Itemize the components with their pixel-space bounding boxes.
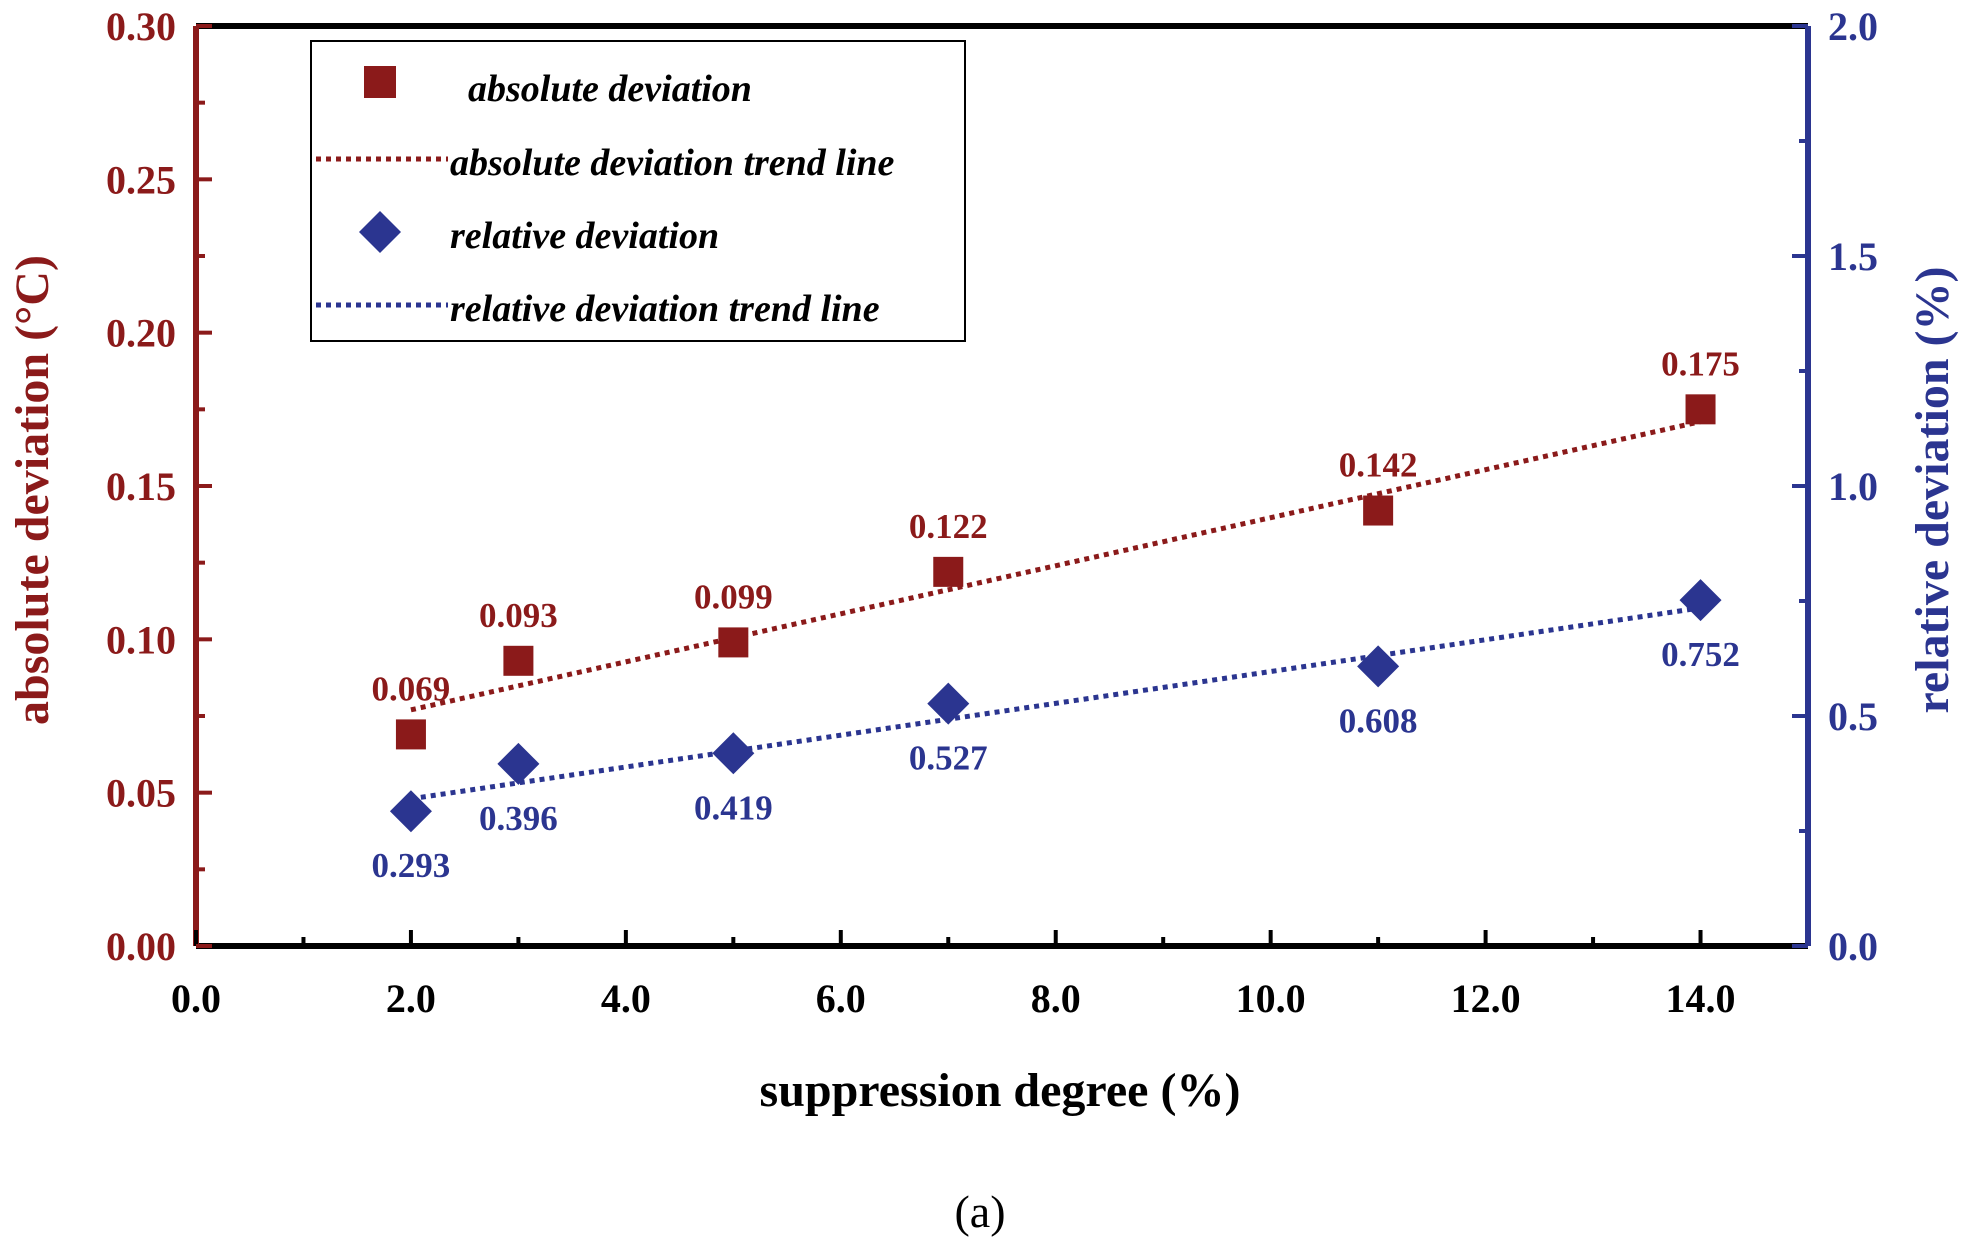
legend-label-relative-trend: relative deviation trend line (450, 288, 880, 330)
y-right-tick-label: 0.5 (1828, 694, 1878, 739)
trend-lines (410, 419, 1702, 802)
legend: absolute deviation absolute deviation tr… (310, 40, 966, 342)
figure-caption: (a) (954, 1186, 1005, 1237)
legend-box (310, 40, 966, 342)
trend-line-left (410, 419, 1702, 713)
y-right-tick-label: 1.5 (1828, 234, 1878, 279)
y-right-tick-label: 1.0 (1828, 464, 1878, 509)
absolute-point (933, 556, 964, 587)
x-axis-title: suppression degree (%) (760, 1064, 1241, 1117)
y-right-tick-label: 2.0 (1828, 4, 1878, 49)
relative-data-label: 0.527 (909, 739, 988, 778)
absolute-point (718, 627, 749, 658)
relative-data-label: 0.396 (479, 799, 558, 838)
trend-line-right (410, 605, 1701, 802)
y-right-tick-label: 0.0 (1828, 924, 1878, 969)
legend-marker-relative (359, 211, 401, 253)
y-left-tick-label: 0.00 (106, 924, 176, 969)
absolute-data-label: 0.093 (479, 596, 558, 635)
x-tick-label: 4.0 (601, 976, 651, 1021)
relative-data-label: 0.293 (372, 846, 451, 885)
x-tick-label: 10.0 (1236, 976, 1306, 1021)
relative-point (1357, 645, 1400, 688)
absolute-data-label: 0.069 (372, 669, 451, 708)
legend-marker-absolute (364, 66, 396, 98)
absolute-point (395, 719, 426, 750)
relative-point (1679, 579, 1722, 622)
absolute-point (503, 645, 534, 676)
absolute-data-label: 0.142 (1339, 446, 1418, 485)
relative-data-label: 0.752 (1661, 635, 1740, 674)
absolute-point (1363, 495, 1394, 526)
x-tick-label: 14.0 (1666, 976, 1736, 1021)
axes (193, 23, 1811, 949)
legend-label-absolute: absolute deviation (468, 68, 752, 110)
y-left-tick-label: 0.15 (106, 464, 176, 509)
relative-data-label: 0.608 (1339, 701, 1418, 740)
y-axis-right-title: relative deviation (%) (1906, 266, 1959, 713)
x-tick-label: 2.0 (386, 976, 436, 1021)
data-labels: 0.069 0.093 0.099 0.122 0.142 0.175 0.293 0.396… (372, 344, 1740, 885)
relative-point (389, 790, 432, 833)
y-left-tick-label: 0.10 (106, 617, 176, 662)
y-left-tick-label: 0.30 (106, 4, 176, 49)
y-left-tick-label: 0.25 (106, 157, 176, 202)
absolute-point (1685, 394, 1716, 425)
x-tick-label: 6.0 (816, 976, 866, 1021)
data-marks (389, 394, 1722, 833)
relative-point (497, 742, 540, 785)
y-axis-left-title: absolute deviation (°C) (6, 255, 59, 725)
absolute-data-label: 0.122 (909, 507, 988, 546)
relative-data-label: 0.419 (694, 788, 773, 827)
legend-label-relative: relative deviation (450, 215, 719, 257)
y-left-tick-label: 0.20 (106, 311, 176, 356)
relative-point (712, 732, 755, 775)
legend-label-absolute-trend: absolute deviation trend line (450, 142, 895, 184)
x-tick-label: 0.0 (171, 976, 221, 1021)
absolute-data-label: 0.099 (694, 577, 773, 616)
tick-labels: 0.0 2.0 4.0 6.0 8.0 10.0 12.0 14.0 0.00 0.05 0.10 0… (106, 4, 1878, 1021)
relative-point (927, 682, 970, 725)
absolute-data-label: 0.175 (1661, 344, 1740, 383)
x-tick-label: 12.0 (1451, 976, 1521, 1021)
x-tick-label: 8.0 (1031, 976, 1081, 1021)
y-left-tick-label: 0.05 (106, 771, 176, 816)
